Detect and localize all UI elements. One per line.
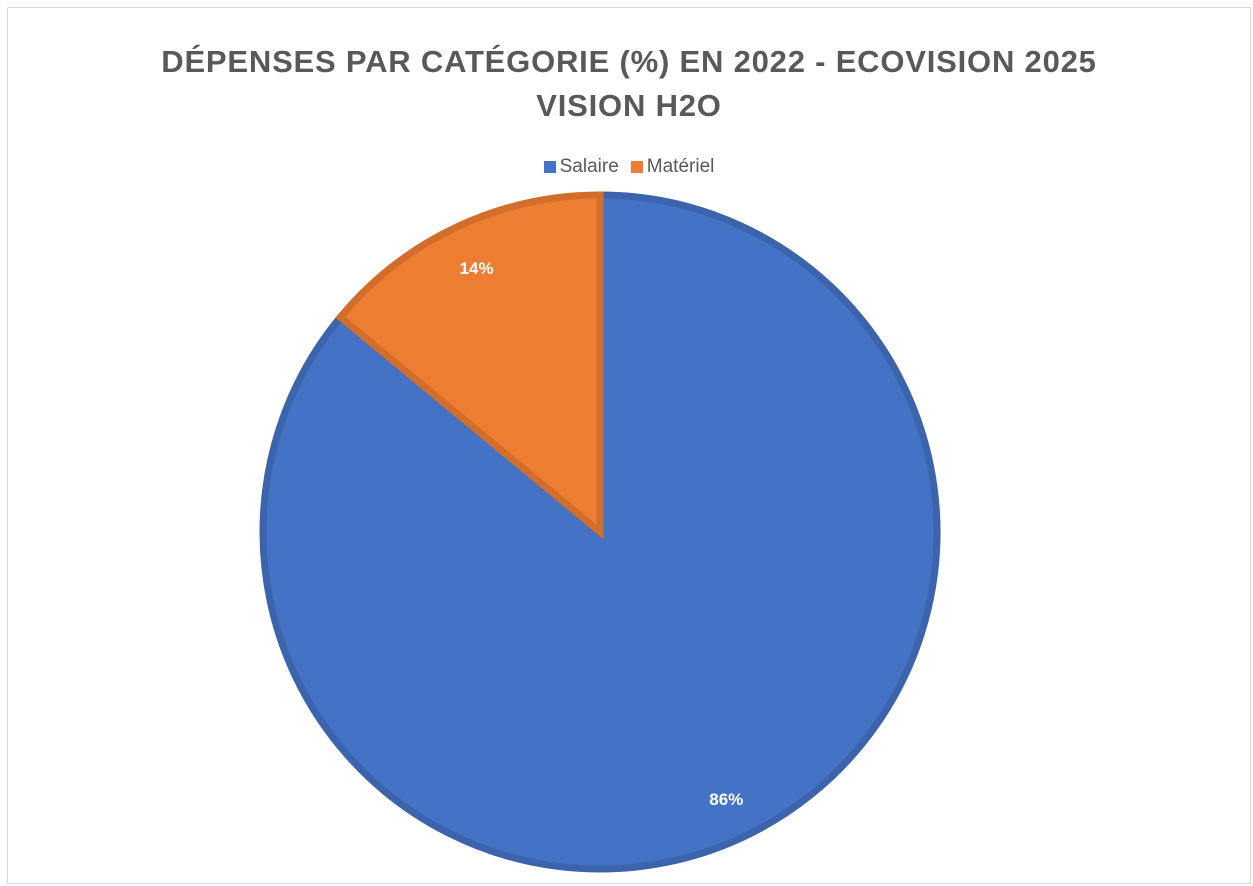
pie-slice-materiel	[335, 191, 604, 540]
legend-item-materiel: Matériel	[630, 156, 715, 178]
chart-legend: Salaire Matériel	[8, 156, 1250, 178]
pie-data-labels: 86% 14%	[460, 259, 744, 809]
legend-label-materiel: Matériel	[646, 156, 715, 177]
pie-slices	[259, 191, 941, 873]
chart-title-line-2: VISION H2O	[536, 88, 722, 123]
legend-swatch-salaire	[543, 161, 556, 173]
chart-title: DÉPENSES PAR CATÉGORIE (%) EN 2022 - ECO…	[8, 40, 1250, 128]
legend-item-salaire: Salaire	[543, 156, 619, 178]
legend-label-salaire: Salaire	[559, 156, 619, 177]
chart-title-line-1: DÉPENSES PAR CATÉGORIE (%) EN 2022 - ECO…	[161, 44, 1097, 79]
legend-swatch-materiel	[630, 161, 643, 173]
data-label-salaire: 86%	[709, 790, 743, 809]
data-label-materiel: 14%	[460, 259, 494, 278]
